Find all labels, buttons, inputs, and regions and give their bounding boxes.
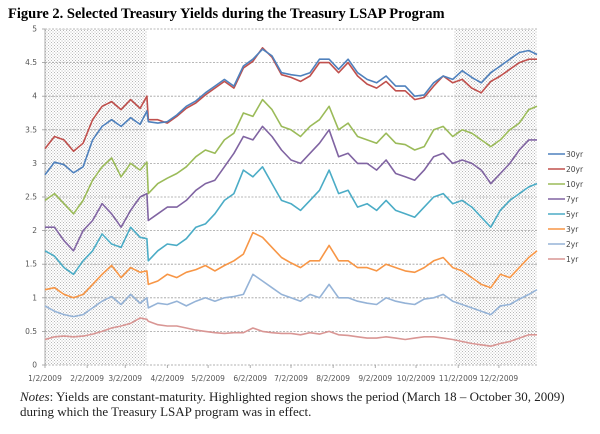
y-tick-label: 4 <box>32 92 37 101</box>
x-tick-label: 9/2/2009 <box>358 374 392 383</box>
series-line-20yr <box>44 46 537 153</box>
y-tick-label: 3.5 <box>25 125 37 134</box>
legend-label: 30yr <box>566 150 584 159</box>
y-tick-label: 0 <box>32 361 37 370</box>
y-tick-label: 0.5 <box>25 327 37 336</box>
y-tick-label: 4.5 <box>25 58 37 67</box>
y-tick-label: 2.5 <box>25 193 37 202</box>
x-tick-label: 6/2/2009 <box>233 374 267 383</box>
legend-item-5yr: 5yr <box>548 210 579 219</box>
notes-lead: Notes <box>20 389 50 404</box>
series-line-10yr <box>44 98 538 215</box>
axes: 0 0.5 1 1.5 2 2.5 3 3.5 4 4.5 5 1/2/2009 2/2/2009 3/2… <box>25 25 537 383</box>
y-tick-label: 1 <box>32 293 37 302</box>
legend-item-1yr: 1yr <box>548 255 579 264</box>
series-line-30yr <box>44 48 538 176</box>
x-tick-label: 10/2/2009 <box>397 374 436 383</box>
legend-item-3yr: 3yr <box>548 225 579 234</box>
legend-item-10yr: 10yr <box>548 180 584 189</box>
series-line-1yr <box>44 317 537 348</box>
x-tick-label: 8/2/2009 <box>316 374 350 383</box>
series-line-2yr <box>44 273 538 318</box>
legend-label: 2yr <box>566 240 579 249</box>
y-tick-label: 1.5 <box>25 260 37 269</box>
legend-label: 7yr <box>566 195 579 204</box>
series-line-7yr <box>45 125 537 252</box>
legend-item-20yr: 20yr <box>548 165 584 174</box>
legend-item-30yr: 30yr <box>548 150 584 159</box>
legend-label: 3yr <box>566 225 579 234</box>
figure-title: Figure 2. Selected Treasury Yields durin… <box>8 6 445 22</box>
legend-label: 10yr <box>566 180 584 189</box>
legend-label: 1yr <box>566 255 579 264</box>
yield-chart: 0 0.5 1 1.5 2 2.5 3 3.5 4 4.5 5 1/2/2009 2/2/2009 3/2… <box>25 25 584 384</box>
x-tick-label: 11/2/2009 <box>439 374 478 383</box>
legend-label: 20yr <box>566 165 584 174</box>
y-tick-label: 5 <box>32 25 37 34</box>
series-line-5yr <box>44 166 538 276</box>
series-lines <box>44 46 538 348</box>
y-tick-label: 3 <box>32 159 37 168</box>
x-tick-label: 12/2/2009 <box>480 374 519 383</box>
x-tick-label: 7/2/2009 <box>274 374 308 383</box>
x-tick-label: 2/2/2009 <box>70 374 104 383</box>
y-tick-label: 2 <box>32 226 37 235</box>
legend: 30yr 20yr 10yr 7yr 5yr 3yr 2yr 1yr <box>548 150 584 264</box>
legend-label: 5yr <box>566 210 579 219</box>
notes-text: : Yields are constant-maturity. Highligh… <box>20 389 565 419</box>
figure-notes: Notes: Yields are constant-maturity. Hig… <box>20 389 595 419</box>
x-tick-label: 5/2/2009 <box>191 374 225 383</box>
x-tick-label: 3/2/2009 <box>108 374 142 383</box>
legend-item-2yr: 2yr <box>548 240 579 249</box>
legend-item-7yr: 7yr <box>548 195 579 204</box>
x-tick-label: 1/2/2009 <box>28 374 62 383</box>
series-line-3yr <box>44 231 538 299</box>
x-tick-label: 4/2/2009 <box>150 374 184 383</box>
